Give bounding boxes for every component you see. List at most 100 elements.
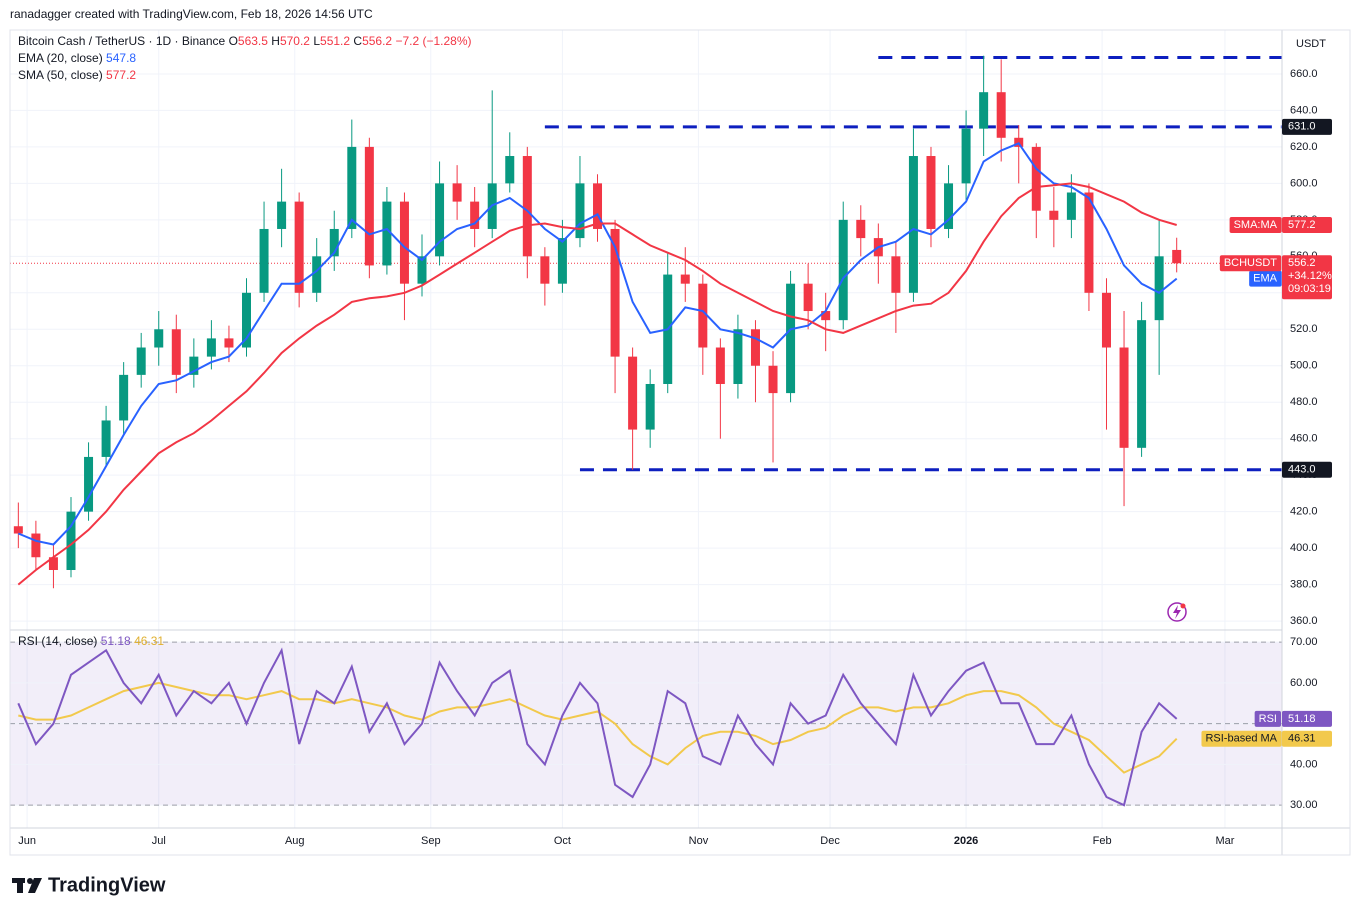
ohlc-letter: C [353,34,362,48]
candle-body [48,557,58,571]
indicator-line [17,182,1177,586]
header-text: ranadagger created with TradingView.com,… [10,7,373,21]
axis-value: 556.2 [1288,257,1316,269]
symbol-legend: Bitcoin Cash / TetherUS · 1D · Binance O… [18,34,472,48]
axis-tag-box [1249,270,1282,287]
sma-value: 577.2 [106,68,136,82]
candle-body [1154,256,1164,321]
candle-body [628,356,638,430]
candle-body [715,347,725,384]
candle-body [750,329,760,366]
axis-value-box [1282,216,1332,233]
candle-body [1084,192,1094,293]
axis-tag-box [1254,710,1281,727]
candle-body [136,347,146,375]
chart-frame [9,29,1351,856]
change-percent: (−1.28%) [422,34,471,48]
y-tick-label: 420.0 [1290,506,1318,518]
candle-body [294,201,304,293]
candle-body [171,329,181,375]
axis-value-box [1282,461,1332,478]
axis-value: 577.2 [1288,219,1316,231]
axis-value-box [1282,255,1332,300]
axis-tag: RSI-based MA [1205,733,1277,745]
axis-tag: SMA:MA [1234,219,1278,231]
axis-value: 51.18 [1288,713,1316,725]
indicator-line [17,647,1178,807]
y-tick-label: 40.00 [1290,758,1318,770]
close-value: 556.2 [362,34,392,48]
candle-body [610,228,620,357]
candle-body [768,365,778,394]
ohlc-letter: O [229,34,238,48]
axis-tag: RSI [1259,713,1277,725]
candle-body [84,456,94,512]
x-tick-label: Oct [554,835,571,847]
candle-body [470,201,480,229]
candle-body [119,374,129,421]
rsi-ma-value: 46.31 [134,634,164,648]
candle-body [821,311,831,321]
rsi-title: RSI (14, close) [18,634,97,648]
y-tick-label: 620.0 [1290,141,1318,153]
candle-body [891,256,901,293]
open-value: 563.5 [238,34,268,48]
y-tick-label: 60.00 [1290,677,1318,689]
y-tick-label: 520.0 [1290,323,1318,335]
candle-body [399,201,409,284]
candle-body [206,338,216,357]
y-tick-label: 660.0 [1290,68,1318,80]
y-tick-label: 400.0 [1290,542,1318,554]
y-tick-label: 640.0 [1290,104,1318,116]
candle-body [926,156,936,229]
candle-body [1137,320,1147,448]
candle-body [189,356,199,375]
candle-body [1031,146,1041,211]
candle-body [979,92,989,129]
brand-name: TradingView [48,874,166,896]
candle-body [1119,347,1129,448]
y-tick-label: 500.0 [1290,360,1318,372]
x-tick-label: Jul [152,835,166,847]
axis-tag: BCHUSDT [1224,257,1277,269]
candle-body [329,228,339,257]
last-price-change: +34.12% [1288,270,1332,282]
y-tick-label: 600.0 [1290,177,1318,189]
ema-legend: EMA (20, close) 547.8 [18,51,136,65]
candle-body [961,128,971,184]
y-tick-label: 380.0 [1290,579,1318,591]
axis-value-box [1282,730,1332,747]
brand-logo [12,878,42,893]
candle-body [66,511,76,571]
axis-tag-box [1219,255,1282,272]
bar-countdown: 09:03:19 [1288,283,1331,295]
candle-body [154,329,164,348]
axis-tag-box [1229,216,1282,233]
y-tick-label: 460.0 [1290,433,1318,445]
ohlc-letter: H [271,34,280,48]
candle-body [803,283,813,312]
candle-body [838,219,848,321]
axis-value: 46.31 [1288,733,1316,745]
y-tick-label: 360.0 [1290,615,1318,627]
candle-body [1172,249,1182,264]
x-tick-label: 2026 [954,835,978,847]
rsi-legend: RSI (14, close) 51.18 46.31 [18,634,164,648]
candle-body [593,183,603,229]
candle-body [259,228,269,293]
candle-body [557,238,567,284]
x-tick-label: Nov [689,835,709,847]
indicator-line [18,681,1178,774]
symbol: Bitcoin Cash / TetherUS · 1D · Binance [18,34,226,48]
candle-body [944,183,954,229]
candle-body [1066,192,1076,220]
axis-tag: EMA [1253,272,1278,284]
change-value: −7.2 [395,34,419,48]
candle-body [382,201,392,266]
candle-body [1101,292,1111,348]
candle-body [435,183,445,257]
candle-body [575,183,585,239]
ohlc-letter: L [313,34,320,48]
low-value: 551.2 [320,34,350,48]
